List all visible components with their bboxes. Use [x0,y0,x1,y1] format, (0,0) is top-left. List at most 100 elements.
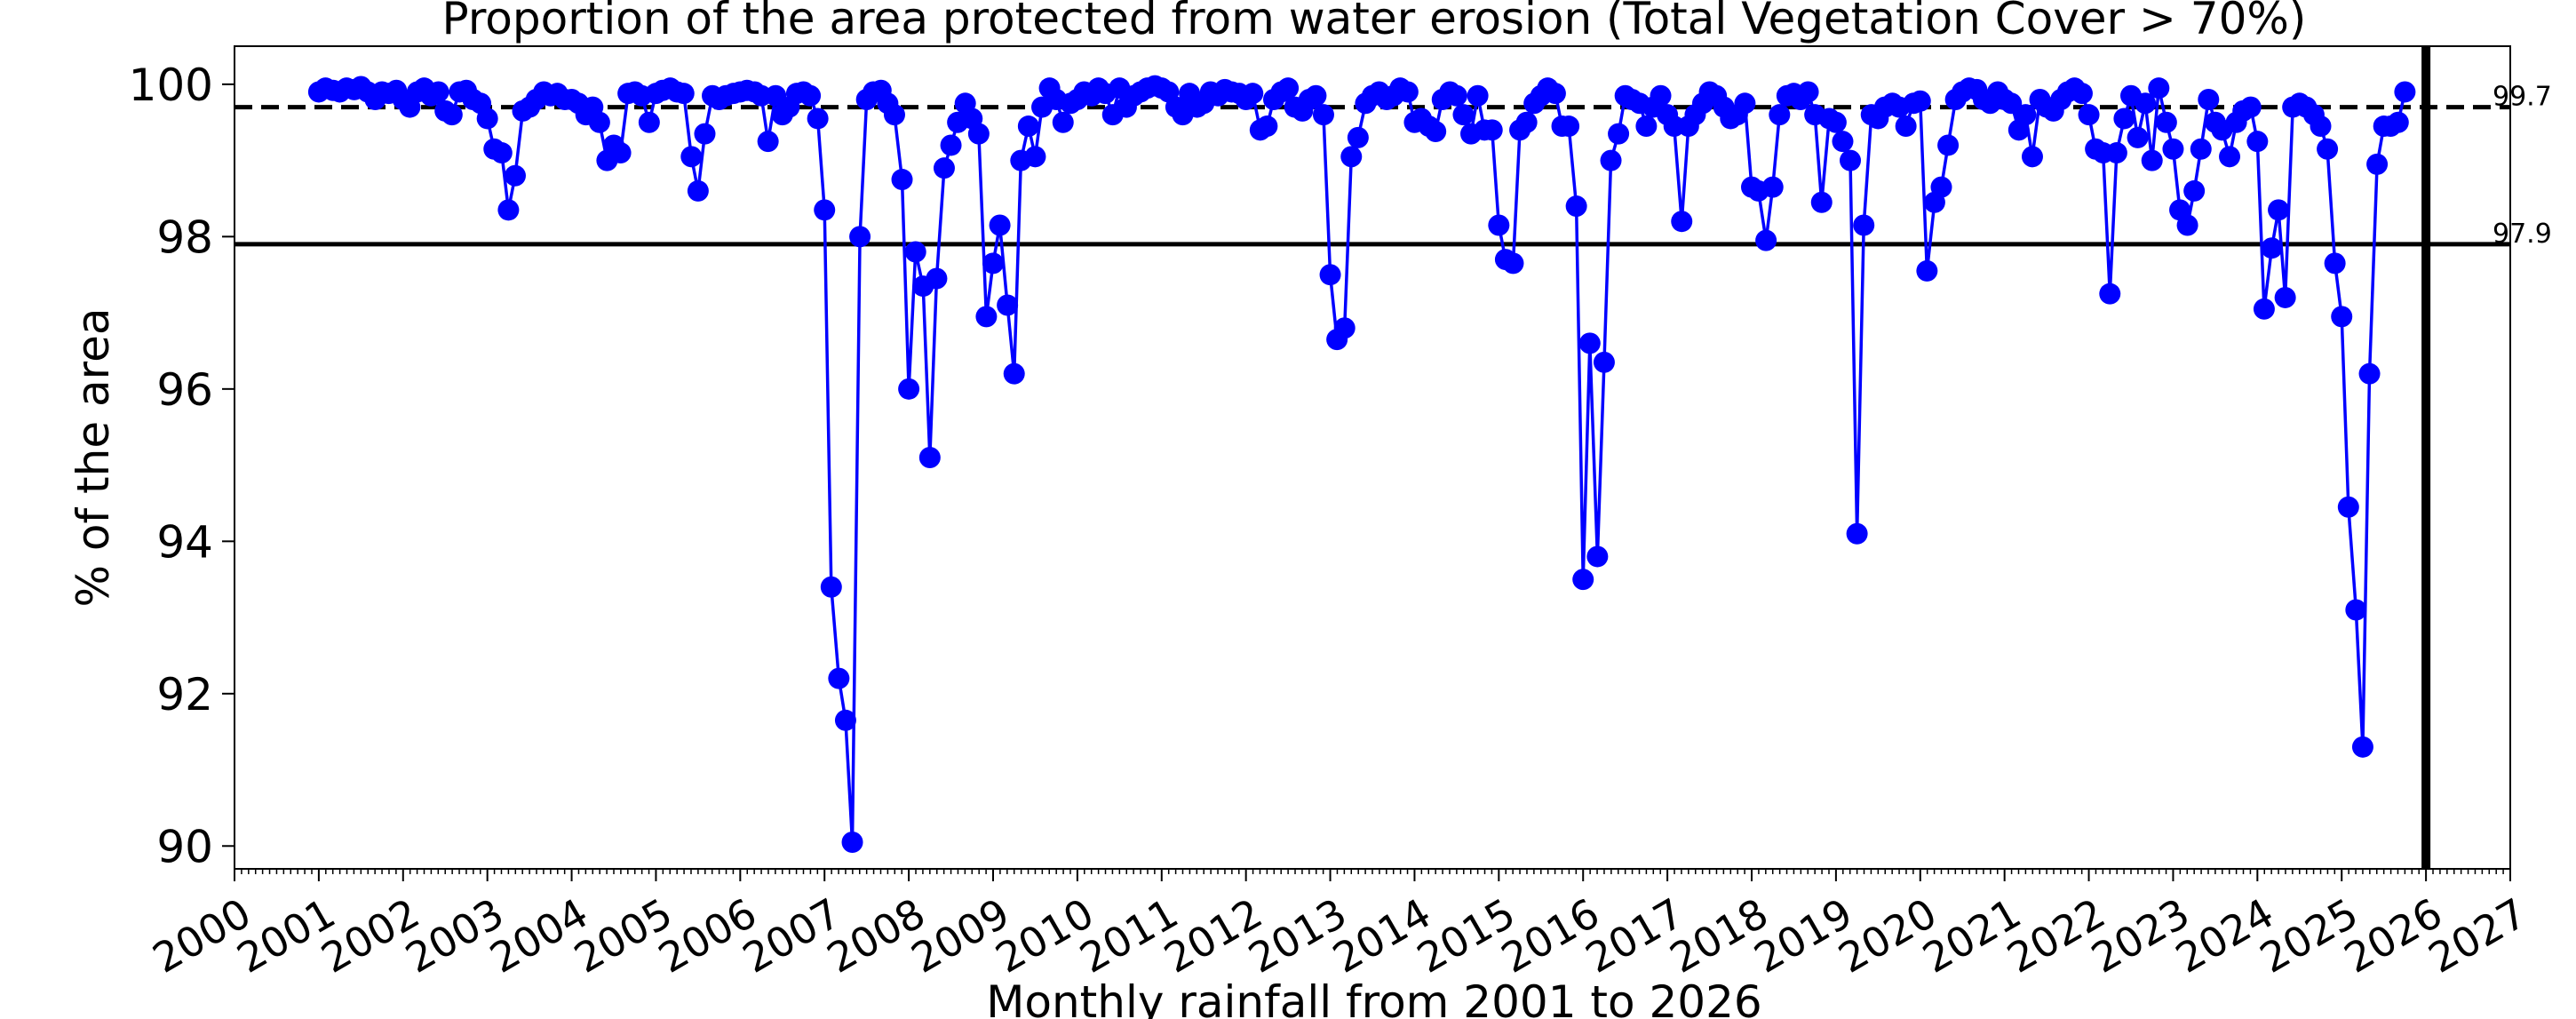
x-tick-label: 2027 [2421,889,2534,983]
series-line [319,86,2405,842]
plot-area: 2000200120022003200420052006200720082009… [129,46,2552,983]
data-point [1608,123,1629,145]
data-point [2345,599,2366,620]
data-point [807,107,829,129]
data-point [1635,115,1657,137]
data-point [2246,131,2268,152]
chart-title: Proportion of the area protected from wa… [442,0,2307,44]
reference-line-label: 97.9 [2493,219,2552,250]
data-point [2317,139,2338,160]
data-point [1798,81,1819,102]
data-point [2183,180,2205,202]
data-point [828,668,849,689]
data-point [441,104,463,125]
data-point [1594,352,1615,373]
data-point [1734,92,1755,114]
y-tick-label: 98 [156,211,213,263]
data-point [1340,146,1362,167]
reference-line-label: 99.7 [2493,82,2552,113]
data-point [1601,150,1622,171]
data-point [1320,264,1341,285]
data-point [1847,523,1868,545]
data-point [2127,127,2149,148]
data-point [1024,146,1046,167]
data-point [1572,569,1594,590]
data-point [934,157,955,179]
data-point [1004,363,1025,385]
y-tick-label: 100 [129,60,213,111]
data-point [1931,177,1952,198]
data-point [1502,252,1523,274]
data-point [1896,115,1917,137]
data-point [1579,332,1601,354]
data-point [926,268,947,290]
data-point [1348,127,1369,148]
data-point [835,710,856,731]
data-point [2331,306,2352,327]
data-point [1566,195,1587,217]
data-point [968,123,990,145]
data-point [1467,85,1489,107]
data-point [2275,287,2296,308]
data-point [497,199,519,220]
data-point [673,83,695,104]
data-point [2268,199,2289,220]
data-point [1811,192,1833,213]
data-point [1650,85,1672,107]
data-point [1825,112,1847,133]
data-point [758,131,779,152]
data-point [1482,119,1503,140]
data-point [814,199,835,220]
data-point [2261,237,2282,259]
data-point [589,112,610,133]
data-point [639,112,660,133]
data-point [1397,81,1419,102]
data-point [1446,85,1467,107]
data-point [428,81,449,102]
data-point [892,169,913,190]
data-point [1558,115,1579,137]
data-point [2325,252,2346,274]
y-tick-label: 92 [156,669,213,720]
data-point [1832,131,1853,152]
data-point [1910,91,1931,112]
data-point [1313,104,1334,125]
data-point [2190,139,2212,160]
data-point [2310,115,2332,137]
data-point [2177,214,2198,235]
data-point [1053,112,1074,133]
data-point [1425,121,1446,142]
data-point [849,226,871,247]
y-axis-label: % of the area [68,308,119,608]
data-point [1452,104,1474,125]
data-point [2079,104,2100,125]
data-point [2099,283,2120,305]
data-point [2254,299,2275,320]
data-point [477,107,498,129]
y-tick-label: 96 [156,364,213,416]
data-point [941,134,962,155]
data-point [919,447,941,468]
data-point [1671,211,1692,232]
data-point [1488,214,1509,235]
data-point [2338,497,2359,518]
plot-frame [235,46,2510,869]
data-point [1018,115,1039,137]
data-point [2113,107,2135,129]
data-point [990,214,1011,235]
data-point [2366,154,2388,175]
data-point [2219,146,2240,167]
data-point [2148,77,2169,99]
data-point [842,832,863,853]
x-axis-label: Monthly rainfall from 2001 to 2026 [986,976,1762,1019]
data-point [2162,139,2183,160]
data-point [1545,83,1566,104]
data-point [2198,89,2219,110]
data-point [2394,81,2415,102]
data-point [2156,112,2177,133]
data-point [1277,77,1299,99]
data-point [982,252,1004,274]
data-point [491,142,513,163]
data-point [1242,83,1263,104]
